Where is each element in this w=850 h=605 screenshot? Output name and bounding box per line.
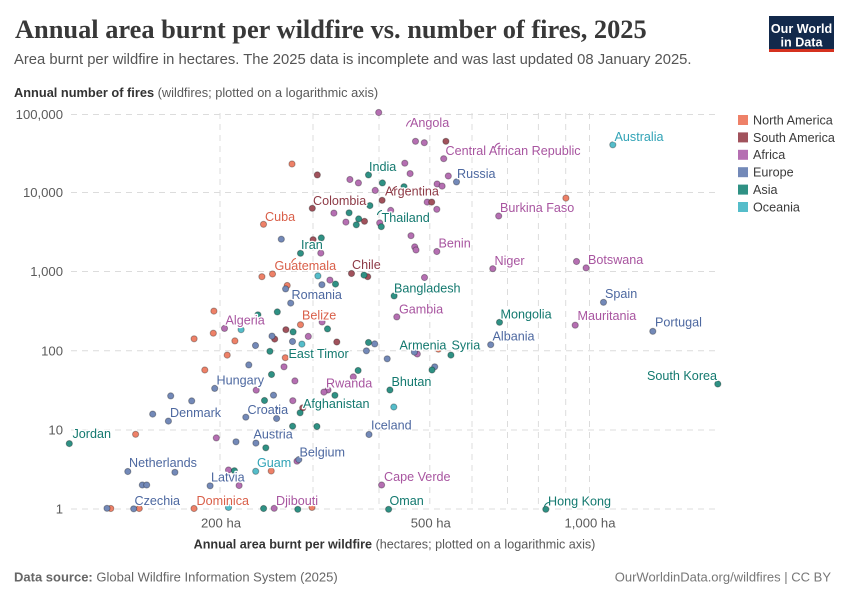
svg-text:1,000: 1,000 <box>30 264 63 279</box>
svg-text:Oceania: Oceania <box>753 200 800 214</box>
svg-text:Cuba: Cuba <box>265 210 295 224</box>
svg-text:Argentina: Argentina <box>385 185 439 199</box>
svg-text:Romania: Romania <box>292 288 342 302</box>
svg-text:Iran: Iran <box>301 238 323 252</box>
svg-text:Netherlands: Netherlands <box>129 456 197 470</box>
svg-text:Jordan: Jordan <box>73 427 112 441</box>
svg-text:Asia: Asia <box>753 183 778 197</box>
svg-text:Africa: Africa <box>753 148 785 162</box>
svg-text:Spain: Spain <box>605 287 637 301</box>
svg-text:East Timor: East Timor <box>289 347 349 361</box>
svg-text:Burkina Faso: Burkina Faso <box>500 201 574 215</box>
svg-text:Austria: Austria <box>254 427 293 441</box>
svg-text:Mongolia: Mongolia <box>501 307 552 321</box>
svg-text:Our World: Our World <box>771 22 832 36</box>
svg-text:Benin: Benin <box>439 236 471 250</box>
svg-text:Annual area burnt per wildfire: Annual area burnt per wildfire (hectares… <box>194 538 596 552</box>
svg-text:Annual area burnt per wildfire: Annual area burnt per wildfire vs. numbe… <box>15 14 647 44</box>
svg-text:Belize: Belize <box>302 308 336 322</box>
svg-text:Colombia: Colombia <box>313 194 366 208</box>
svg-text:Chile: Chile <box>352 258 381 272</box>
svg-text:Oman: Oman <box>390 494 424 508</box>
svg-text:Syria: Syria <box>452 339 481 353</box>
svg-text:Data source: Global Wildfire I: Data source: Global Wildfire Information… <box>14 570 338 585</box>
svg-text:Denmark: Denmark <box>170 406 222 420</box>
svg-text:Afghanistan: Afghanistan <box>303 397 370 411</box>
svg-text:Portugal: Portugal <box>655 315 702 329</box>
svg-text:Hong Kong: Hong Kong <box>548 495 611 509</box>
svg-text:Latvia: Latvia <box>211 471 245 485</box>
svg-text:200 ha: 200 ha <box>201 516 242 531</box>
svg-text:Cape Verde: Cape Verde <box>384 470 451 484</box>
svg-text:Area burnt per wildfire in hec: Area burnt per wildfire in hectares. The… <box>14 52 692 68</box>
svg-text:1: 1 <box>56 502 63 517</box>
svg-text:1,000 ha: 1,000 ha <box>565 516 617 531</box>
svg-text:Albania: Albania <box>493 330 535 344</box>
svg-text:Annual number of fires (wildfi: Annual number of fires (wildfires; plott… <box>14 85 378 100</box>
svg-text:Guam: Guam <box>257 456 291 470</box>
svg-text:South Korea: South Korea <box>647 369 717 383</box>
svg-text:Russia: Russia <box>457 167 496 181</box>
svg-text:Europe: Europe <box>753 166 794 180</box>
svg-text:Iceland: Iceland <box>371 418 412 432</box>
svg-text:Djibouti: Djibouti <box>276 494 318 508</box>
svg-text:OurWorldinData.org/wildfires |: OurWorldinData.org/wildfires | CC BY <box>615 570 832 585</box>
svg-text:India: India <box>369 160 396 174</box>
svg-text:Algeria: Algeria <box>226 313 265 327</box>
svg-text:Bhutan: Bhutan <box>392 375 432 389</box>
svg-text:in Data: in Data <box>781 36 824 50</box>
svg-text:Hungary: Hungary <box>217 373 265 387</box>
svg-text:500 ha: 500 ha <box>411 516 452 531</box>
svg-text:10: 10 <box>48 423 63 438</box>
svg-text:Dominica: Dominica <box>197 494 250 508</box>
svg-text:Thailand: Thailand <box>382 211 430 225</box>
svg-text:Angola: Angola <box>410 116 449 130</box>
svg-text:100,000: 100,000 <box>16 107 63 122</box>
svg-text:Croatia: Croatia <box>248 403 289 417</box>
svg-text:Gambia: Gambia <box>399 302 443 316</box>
svg-text:Czechia: Czechia <box>135 494 181 508</box>
svg-text:Rwanda: Rwanda <box>326 376 372 390</box>
svg-text:Mauritania: Mauritania <box>578 309 637 323</box>
svg-text:Armenia: Armenia <box>400 339 447 353</box>
svg-text:South America: South America <box>753 131 835 145</box>
svg-text:10,000: 10,000 <box>23 185 63 200</box>
svg-text:Botswana: Botswana <box>588 253 643 267</box>
svg-text:Niger: Niger <box>495 254 525 268</box>
svg-text:Central African Republic: Central African Republic <box>446 144 581 158</box>
svg-text:Guatemala: Guatemala <box>275 259 337 273</box>
svg-text:North America: North America <box>753 113 833 127</box>
svg-text:100: 100 <box>41 343 63 358</box>
svg-text:Australia: Australia <box>615 130 664 144</box>
svg-text:Belgium: Belgium <box>300 445 346 459</box>
svg-text:Bangladesh: Bangladesh <box>394 282 461 296</box>
